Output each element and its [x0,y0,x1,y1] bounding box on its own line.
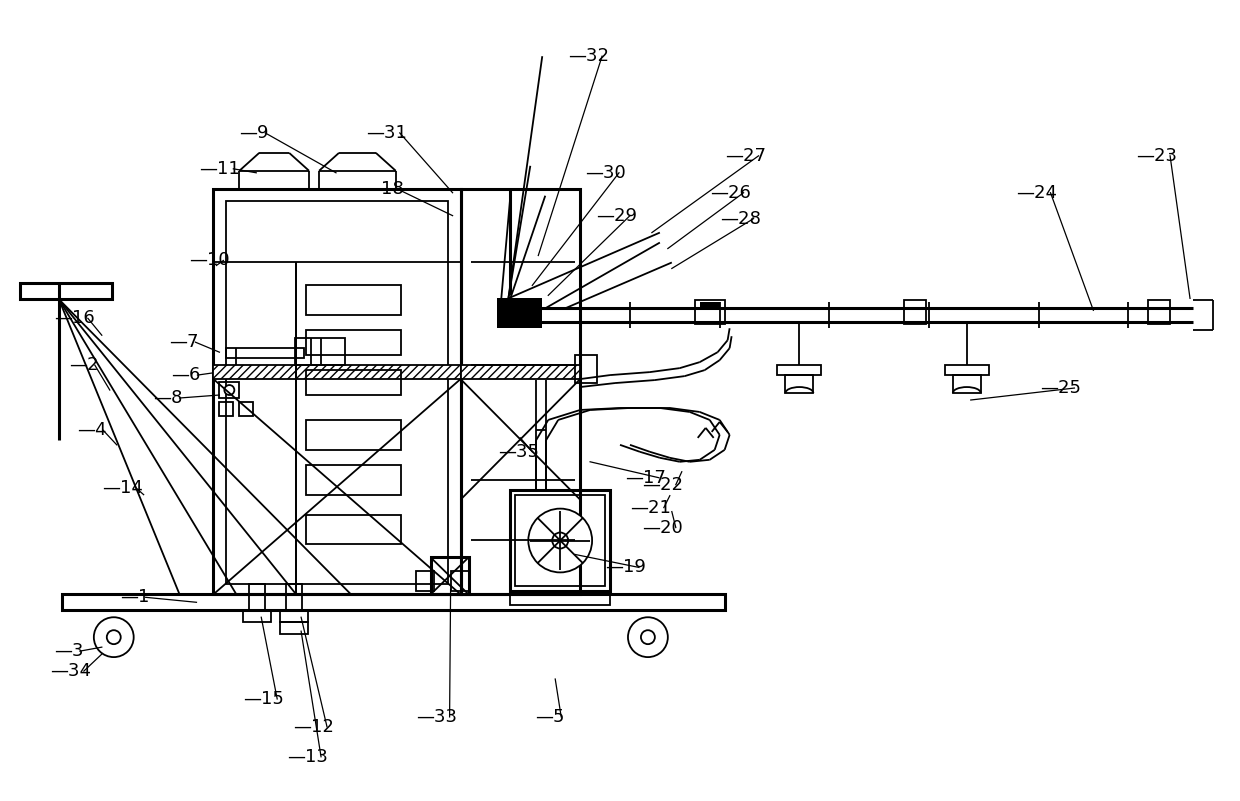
Bar [575,355,598,383]
Text: —33: —33 [415,708,456,726]
Circle shape [107,630,120,644]
Text: —24: —24 [1017,183,1058,202]
Bar [1148,300,1171,324]
Text: —8: —8 [154,389,184,407]
Bar [20,284,112,300]
Bar [62,594,724,610]
Bar [213,365,460,379]
Bar [511,489,610,591]
Bar [280,610,308,622]
Text: —17: —17 [625,469,666,487]
Text: —7: —7 [170,333,200,351]
Bar [952,375,981,393]
Text: —9: —9 [239,124,269,142]
Text: —31: —31 [366,124,407,142]
Bar [219,402,233,416]
Circle shape [224,385,234,395]
Bar [694,300,724,324]
Text: —26: —26 [709,183,750,202]
Text: —2: —2 [69,356,98,374]
Bar [243,610,272,622]
Text: —20: —20 [642,518,683,537]
Bar [516,495,605,586]
Bar [415,571,434,591]
Bar [213,189,460,594]
Text: —6: —6 [171,366,201,384]
Text: —32: —32 [568,47,609,65]
Text: —34: —34 [50,662,91,680]
Bar [249,585,265,610]
Text: —11: —11 [200,160,241,178]
Bar [430,557,469,594]
Circle shape [528,509,591,573]
Text: —35: —35 [498,443,539,461]
Text: —16: —16 [55,309,94,328]
Text: —21: —21 [630,499,671,517]
Bar [777,365,821,375]
Text: —5: —5 [536,708,564,726]
Bar [306,330,401,355]
Bar [497,298,542,328]
Bar [306,514,401,545]
Circle shape [552,533,568,549]
Text: —19: —19 [605,558,646,577]
Bar [295,338,345,365]
Circle shape [94,618,134,657]
Text: —25: —25 [1040,379,1081,397]
Text: —22: —22 [642,476,683,493]
Bar [280,622,308,634]
Bar [286,585,303,610]
Bar [227,348,304,358]
Text: —10: —10 [190,252,231,269]
Bar [460,189,580,594]
Text: —14: —14 [102,479,143,497]
Bar [511,591,610,606]
Bar [785,375,813,393]
Bar [306,370,401,395]
Circle shape [641,630,655,644]
Bar [460,365,580,379]
Circle shape [627,618,668,657]
Bar [227,201,448,585]
Bar [219,382,239,398]
Bar [306,285,401,316]
Text: —1: —1 [120,588,149,606]
Text: —29: —29 [596,207,637,224]
Bar [699,302,719,310]
Bar [945,365,988,375]
Text: —3: —3 [55,642,83,660]
Text: —28: —28 [719,210,760,227]
Text: —18: —18 [363,179,404,198]
Text: —27: —27 [724,147,765,165]
Text: —30: —30 [585,163,626,182]
Text: —4: —4 [77,421,107,439]
Bar [306,420,401,450]
Text: —23: —23 [1136,147,1177,165]
Text: —15: —15 [243,690,284,708]
Bar [239,402,253,416]
Bar [904,300,926,324]
Bar [306,465,401,495]
Text: —12: —12 [293,718,334,736]
Bar [450,571,469,591]
Text: —13: —13 [288,748,329,766]
